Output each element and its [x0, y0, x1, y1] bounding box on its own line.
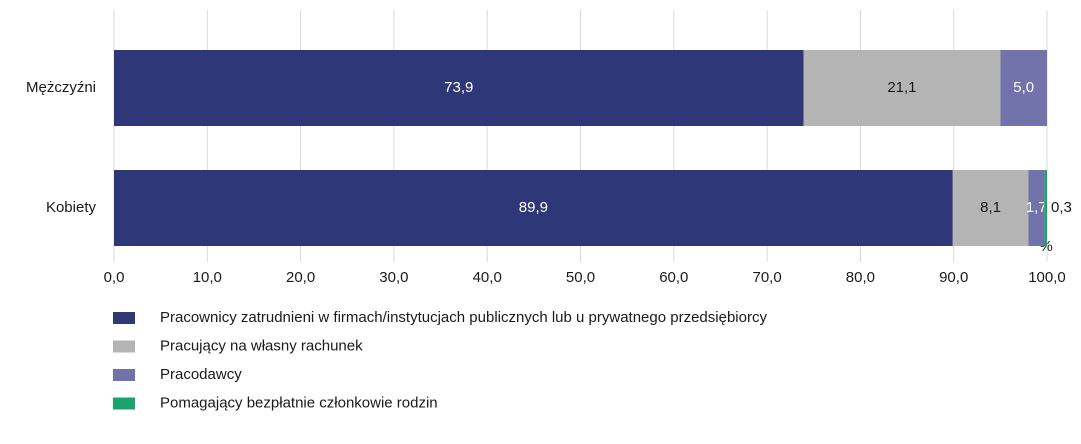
data-label: 5,0 [1013, 79, 1034, 96]
legend-swatch [113, 397, 135, 410]
bar-segment [803, 50, 1001, 126]
legend-label: Pomagający bezpłatnie członkowie rodzin [160, 394, 438, 411]
x-tick-label: 10,0 [193, 269, 222, 286]
x-tick-label: 90,0 [939, 269, 968, 286]
legend-swatch [113, 340, 135, 353]
legend-label: Pracujący na własny rachunek [160, 337, 363, 354]
y-tick-label: Mężczyźni [26, 79, 96, 96]
bar-segment [114, 170, 953, 246]
x-tick-label: 80,0 [846, 269, 875, 286]
data-label: 21,1 [887, 79, 916, 96]
legend-label: Pracownicy zatrudnieni w firmach/instytu… [160, 309, 767, 326]
bar-segment [952, 170, 1029, 246]
legend-label: Pracodawcy [160, 366, 242, 383]
bar-segment [1028, 170, 1045, 246]
y-tick-label: Kobiety [46, 199, 97, 216]
data-label: 1,7 [1026, 199, 1047, 216]
data-label: 73,9 [444, 79, 473, 96]
x-tick-label: 60,0 [659, 269, 688, 286]
legend-swatch [113, 369, 135, 381]
data-label: 8,1 [980, 199, 1001, 216]
x-tick-label: 100,0 [1028, 269, 1066, 286]
bar-segment [1044, 170, 1047, 246]
x-tick-label: 30,0 [379, 269, 408, 286]
data-label: 89,9 [519, 199, 548, 216]
x-tick-label: 0,0 [104, 269, 125, 286]
data-label: 0,3 [1051, 199, 1072, 216]
x-tick-label: 40,0 [473, 269, 502, 286]
x-tick-label: 20,0 [286, 269, 315, 286]
bar-segment [114, 50, 804, 126]
x-tick-label: 50,0 [566, 269, 595, 286]
legend-swatch [113, 312, 135, 324]
bar-segment [1000, 50, 1047, 126]
x-tick-label: 70,0 [752, 269, 781, 286]
